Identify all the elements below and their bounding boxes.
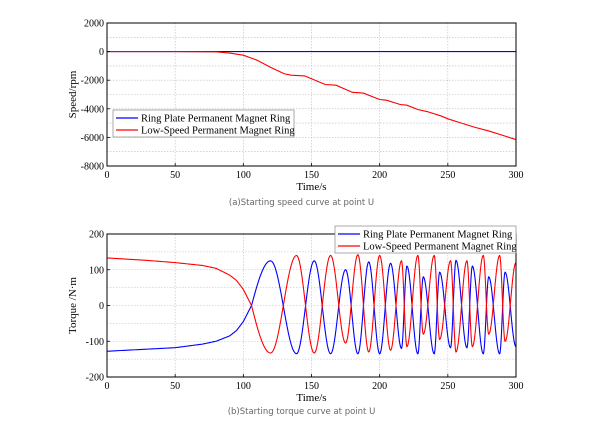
x-tick-label: 100 xyxy=(236,170,251,181)
x-tick-label: 100 xyxy=(236,381,251,392)
x-tick-label: 200 xyxy=(372,170,387,181)
legend-label: Low-Speed Permanent Magnet Ring xyxy=(141,126,295,137)
legend-label: Ring Plate Permanent Magnet Ring xyxy=(363,230,513,241)
x-tick-label: 150 xyxy=(304,170,319,181)
x-tick-label: 200 xyxy=(372,381,387,392)
x-tick-label: 150 xyxy=(304,381,319,392)
figure-caption: (a)Starting speed curve at point U xyxy=(229,198,374,208)
series-line-ring-plate xyxy=(107,259,516,355)
x-tick-label: 0 xyxy=(105,170,110,181)
chart-torque: 0 50 100 150 200 250 300 200 100 0 -100 -200 Time/s T… xyxy=(67,225,524,417)
legend-box xyxy=(112,109,295,138)
x-axis-label: Time/s xyxy=(296,181,326,193)
y-tick-label: 100 xyxy=(89,265,104,276)
x-tick-label: 0 xyxy=(105,381,110,392)
figure-caption: (b)Starting torque curve at point U xyxy=(228,407,376,417)
series-line-low-speed xyxy=(107,253,516,354)
y-tick-label: 0 xyxy=(99,47,104,58)
y-tick-label: -8000 xyxy=(81,162,104,173)
x-tick-label: 300 xyxy=(509,381,524,392)
y-tick-label: -100 xyxy=(86,337,104,348)
y-tick-label: 2000 xyxy=(84,19,104,30)
legend-label: Low-Speed Permanent Magnet Ring xyxy=(363,242,517,253)
y-tick-label: -4000 xyxy=(81,104,104,115)
x-tick-label: 250 xyxy=(440,170,455,181)
y-tick-label: -200 xyxy=(86,373,104,384)
y-tick-label: 0 xyxy=(99,301,104,312)
y-axis-label: Speed/rpm xyxy=(67,70,79,118)
y-tick-label: -6000 xyxy=(81,133,104,144)
series-line-low-speed xyxy=(107,51,516,141)
legend-box xyxy=(334,225,517,254)
x-tick-label: 300 xyxy=(509,170,524,181)
y-axis-label: Torque /N·m xyxy=(67,277,79,334)
x-tick-label: 250 xyxy=(440,381,455,392)
legend: Ring Plate Permanent Magnet RingLow-Spee… xyxy=(112,109,295,138)
x-axis-label: Time/s xyxy=(296,392,326,404)
chart-speed: 0 50 100 150 200 250 300 2000 0 -2000 -4000 -6000 -8… xyxy=(67,19,524,209)
x-tick-label: 50 xyxy=(170,381,180,392)
legend: Ring Plate Permanent Magnet RingLow-Spee… xyxy=(334,225,517,254)
x-tick-label: 50 xyxy=(170,170,180,181)
legend-label: Ring Plate Permanent Magnet Ring xyxy=(141,114,291,125)
y-tick-label: 200 xyxy=(89,230,104,241)
y-tick-label: -2000 xyxy=(81,76,104,87)
